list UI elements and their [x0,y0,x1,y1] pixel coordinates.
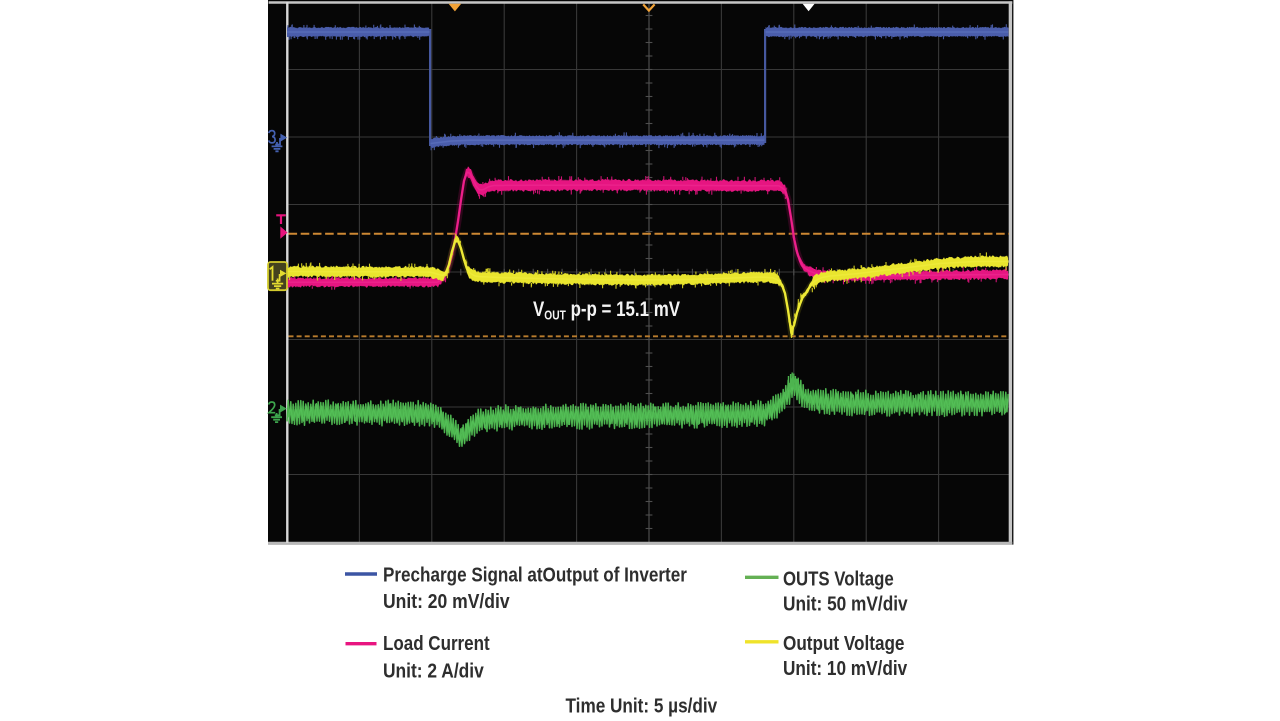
svg-text:Precharge Signal atOutput of I: Precharge Signal atOutput of Inverter [383,563,687,586]
svg-text:Unit: 50 mV/div: Unit: 50 mV/div [783,592,908,614]
svg-text:Output Voltage: Output Voltage [783,632,904,655]
svg-text:Load Current: Load Current [383,632,490,655]
svg-text:Time Unit: 5 µs/div: Time Unit: 5 µs/div [566,694,718,717]
svg-text:Unit: 10 mV/div: Unit: 10 mV/div [783,657,908,680]
svg-text:OUTS Voltage: OUTS Voltage [783,567,894,590]
svg-text:Unit: 2 A/div: Unit: 2 A/div [383,659,484,681]
svg-text:Unit: 20 mV/div: Unit: 20 mV/div [383,590,510,612]
